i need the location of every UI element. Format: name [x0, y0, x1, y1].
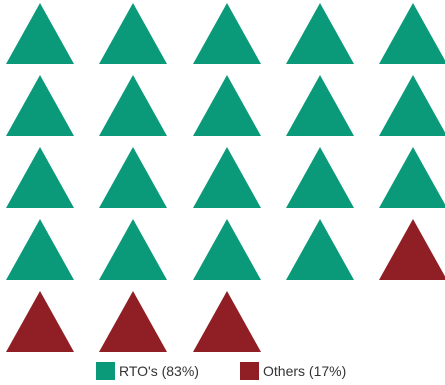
- triangle-icon-others: [6, 291, 74, 352]
- triangle-icon-rtos: [193, 75, 261, 136]
- legend-item-rtos: RTO's (83%): [96, 362, 199, 380]
- triangle-icon-others: [193, 291, 261, 352]
- pictograph-chart: [6, 3, 445, 352]
- triangle-icon-others: [99, 291, 167, 352]
- triangle-icon-rtos: [6, 147, 74, 208]
- triangle-icon-others: [379, 219, 445, 280]
- triangle-icon-rtos: [286, 3, 354, 64]
- triangle-icon-rtos: [6, 219, 74, 280]
- triangle-icon-rtos: [99, 3, 167, 64]
- triangle-icon-rtos: [6, 3, 74, 64]
- triangle-icon-rtos: [286, 147, 354, 208]
- legend-swatch-others: [240, 362, 259, 380]
- legend-item-others: Others (17%): [240, 362, 346, 380]
- triangle-icon-rtos: [193, 147, 261, 208]
- legend: RTO's (83%) Others (17%): [0, 362, 445, 382]
- triangle-icon-rtos: [99, 219, 167, 280]
- triangle-icon-rtos: [379, 3, 445, 64]
- triangle-icon-rtos: [193, 219, 261, 280]
- triangle-icon-rtos: [286, 219, 354, 280]
- triangle-icon-rtos: [286, 75, 354, 136]
- legend-swatch-rtos: [96, 362, 115, 380]
- triangle-icon-rtos: [6, 75, 74, 136]
- legend-label-rtos: RTO's (83%): [119, 363, 199, 379]
- triangle-icon-rtos: [379, 147, 445, 208]
- triangle-icon-rtos: [193, 3, 261, 64]
- triangle-icon-rtos: [379, 75, 445, 136]
- triangle-icon-rtos: [99, 147, 167, 208]
- legend-label-others: Others (17%): [263, 363, 347, 379]
- triangle-icon-rtos: [99, 75, 167, 136]
